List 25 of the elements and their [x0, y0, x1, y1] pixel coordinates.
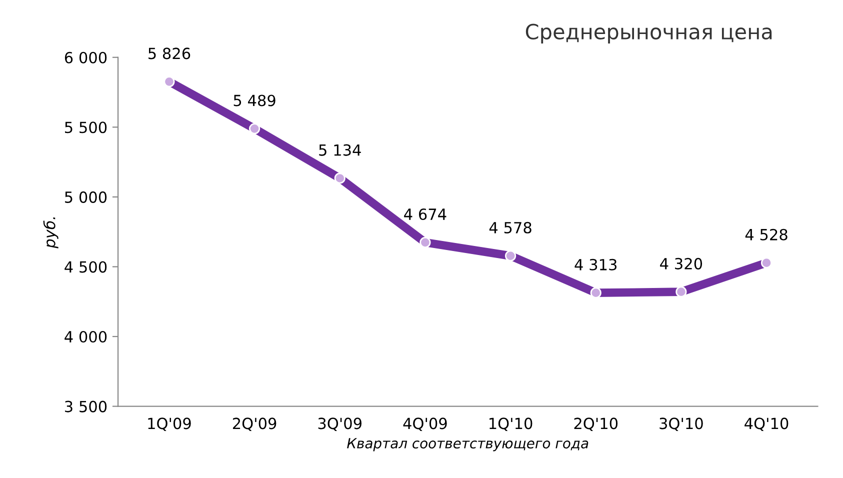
data-label: 4 674 [404, 208, 446, 220]
y-axis-title: руб. [43, 217, 58, 248]
data-label: 4 320 [660, 258, 702, 270]
data-label: 4 528 [745, 228, 788, 240]
x-tick-label: 2Q'10 [574, 418, 618, 431]
data-label: 5 826 [148, 48, 190, 60]
x-tick-label: 3Q'09 [318, 418, 362, 431]
x-tick-label: 1Q'10 [490, 418, 532, 431]
x-axis-title: Квартал соответствующего года [347, 438, 588, 452]
y-tick-label: 6 000 [64, 52, 107, 64]
y-tick-label: 5 000 [65, 191, 107, 203]
x-tick-label: 1Q'09 [148, 418, 191, 431]
x-tick-label: 4Q'10 [744, 418, 788, 431]
data-label: 5 489 [234, 94, 276, 106]
y-tick-label: 4 000 [64, 330, 107, 343]
x-tick-label: 2Q'09 [232, 418, 276, 431]
y-tick-label: 3 500 [65, 400, 107, 412]
chart-title: Среднерыночная цена [526, 24, 772, 44]
data-label: 4 578 [489, 222, 532, 234]
data-label: 4 313 [574, 258, 616, 270]
y-tick-label: 4 500 [64, 261, 107, 273]
y-tick-label: 5 500 [65, 122, 107, 134]
x-tick-label: 4Q'09 [403, 418, 447, 431]
data-label: 5 134 [319, 144, 361, 156]
x-tick-label: 3Q'10 [660, 418, 703, 431]
